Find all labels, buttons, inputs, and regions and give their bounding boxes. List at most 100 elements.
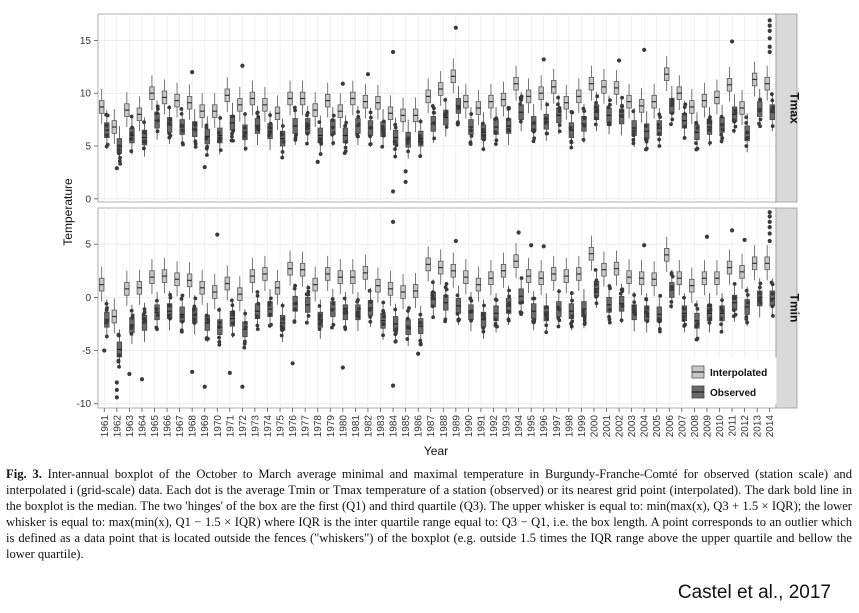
y-tick-label: -5 bbox=[82, 346, 91, 357]
x-tick-label: 1964 bbox=[137, 415, 148, 438]
observation-point bbox=[431, 280, 435, 285]
observation-point bbox=[770, 291, 775, 296]
observation-point bbox=[694, 303, 698, 307]
observation-point bbox=[620, 95, 624, 100]
observation-point bbox=[105, 142, 110, 147]
outlier-point bbox=[202, 384, 207, 389]
outlier-point bbox=[202, 165, 207, 170]
outlier-point bbox=[240, 63, 245, 68]
observation-point bbox=[267, 300, 272, 305]
observation-point bbox=[682, 314, 686, 319]
outlier-point bbox=[365, 72, 371, 77]
outlier-point bbox=[240, 384, 245, 389]
observation-point bbox=[217, 342, 222, 347]
panel-tmin: -10 -5 0 5 Tmin bbox=[77, 207, 802, 410]
observation-point bbox=[557, 289, 561, 294]
observation-point bbox=[443, 97, 448, 102]
observation-point bbox=[381, 333, 385, 338]
observation-point bbox=[481, 121, 485, 126]
observation-point bbox=[381, 310, 386, 315]
observation-point bbox=[330, 307, 334, 312]
observation-point bbox=[407, 306, 411, 310]
observation-point bbox=[669, 304, 673, 309]
observation-point bbox=[556, 95, 561, 100]
observation-point bbox=[608, 307, 612, 312]
observation-point bbox=[431, 110, 436, 115]
observation-point bbox=[243, 325, 248, 330]
observation-point bbox=[393, 125, 398, 130]
observation-point bbox=[193, 123, 198, 127]
observation-point bbox=[507, 294, 512, 299]
observation-point bbox=[620, 287, 625, 292]
observation-point bbox=[631, 133, 636, 138]
outlier-point bbox=[767, 225, 772, 230]
observation-point bbox=[695, 146, 700, 151]
y-tick-label: 10 bbox=[80, 89, 92, 100]
observation-point bbox=[142, 319, 147, 324]
observation-point bbox=[444, 110, 449, 115]
observation-point bbox=[719, 322, 723, 327]
observation-point bbox=[317, 315, 322, 320]
outlier-point bbox=[729, 39, 735, 44]
observation-point bbox=[381, 133, 386, 138]
outlier-point bbox=[767, 231, 772, 236]
observation-point bbox=[695, 336, 700, 341]
observation-point bbox=[117, 151, 121, 156]
outlier-point bbox=[114, 387, 119, 393]
observation-point bbox=[130, 125, 135, 130]
x-tick-label: 1998 bbox=[564, 415, 575, 438]
observation-point bbox=[156, 118, 160, 123]
observation-point bbox=[155, 313, 160, 318]
observation-point bbox=[141, 146, 146, 151]
observation-point bbox=[256, 115, 261, 119]
observation-point bbox=[292, 320, 297, 324]
observation-point bbox=[732, 308, 736, 313]
observation-point bbox=[382, 314, 386, 319]
outlier-point bbox=[114, 395, 119, 400]
observation-point bbox=[217, 130, 221, 135]
observation-point bbox=[255, 314, 260, 319]
observation-point bbox=[393, 307, 398, 312]
observation-point bbox=[594, 105, 598, 110]
observation-point bbox=[469, 318, 474, 323]
observation-point bbox=[481, 127, 486, 132]
observation-point bbox=[129, 149, 134, 154]
observation-point bbox=[104, 308, 109, 313]
observation-point bbox=[104, 123, 109, 128]
observation-point bbox=[243, 311, 248, 316]
observation-point bbox=[218, 116, 223, 120]
observation-point bbox=[481, 326, 486, 330]
observation-point bbox=[406, 149, 411, 154]
observation-point bbox=[255, 327, 260, 332]
outlier-point bbox=[340, 81, 345, 86]
observation-point bbox=[457, 104, 462, 109]
x-tick-label: 1980 bbox=[338, 415, 349, 438]
observation-point bbox=[230, 321, 235, 326]
observation-point bbox=[569, 145, 574, 150]
observation-point bbox=[280, 303, 285, 308]
observation-point bbox=[217, 320, 222, 325]
observation-point bbox=[645, 319, 650, 324]
observation-point bbox=[720, 122, 724, 127]
observation-point bbox=[620, 303, 625, 308]
x-tick-label: 1995 bbox=[527, 415, 538, 438]
observation-point bbox=[758, 301, 763, 305]
observation-point bbox=[343, 123, 348, 128]
observation-point bbox=[582, 116, 587, 120]
observation-point bbox=[732, 119, 737, 124]
observation-point bbox=[180, 293, 185, 298]
observation-point bbox=[771, 314, 775, 318]
y-tick-label: 5 bbox=[85, 142, 91, 153]
observation-point bbox=[619, 109, 624, 114]
x-tick-label: 1973 bbox=[250, 415, 261, 438]
observation-point bbox=[493, 117, 497, 122]
observation-point bbox=[532, 136, 537, 141]
outlier-point bbox=[227, 370, 232, 375]
x-tick-label: 2005 bbox=[652, 415, 663, 438]
observation-point bbox=[644, 137, 649, 142]
observation-point bbox=[770, 282, 775, 287]
x-tick-label: 2000 bbox=[589, 415, 600, 438]
observation-point bbox=[380, 124, 385, 129]
observation-point bbox=[179, 329, 184, 334]
observation-point bbox=[356, 314, 361, 319]
